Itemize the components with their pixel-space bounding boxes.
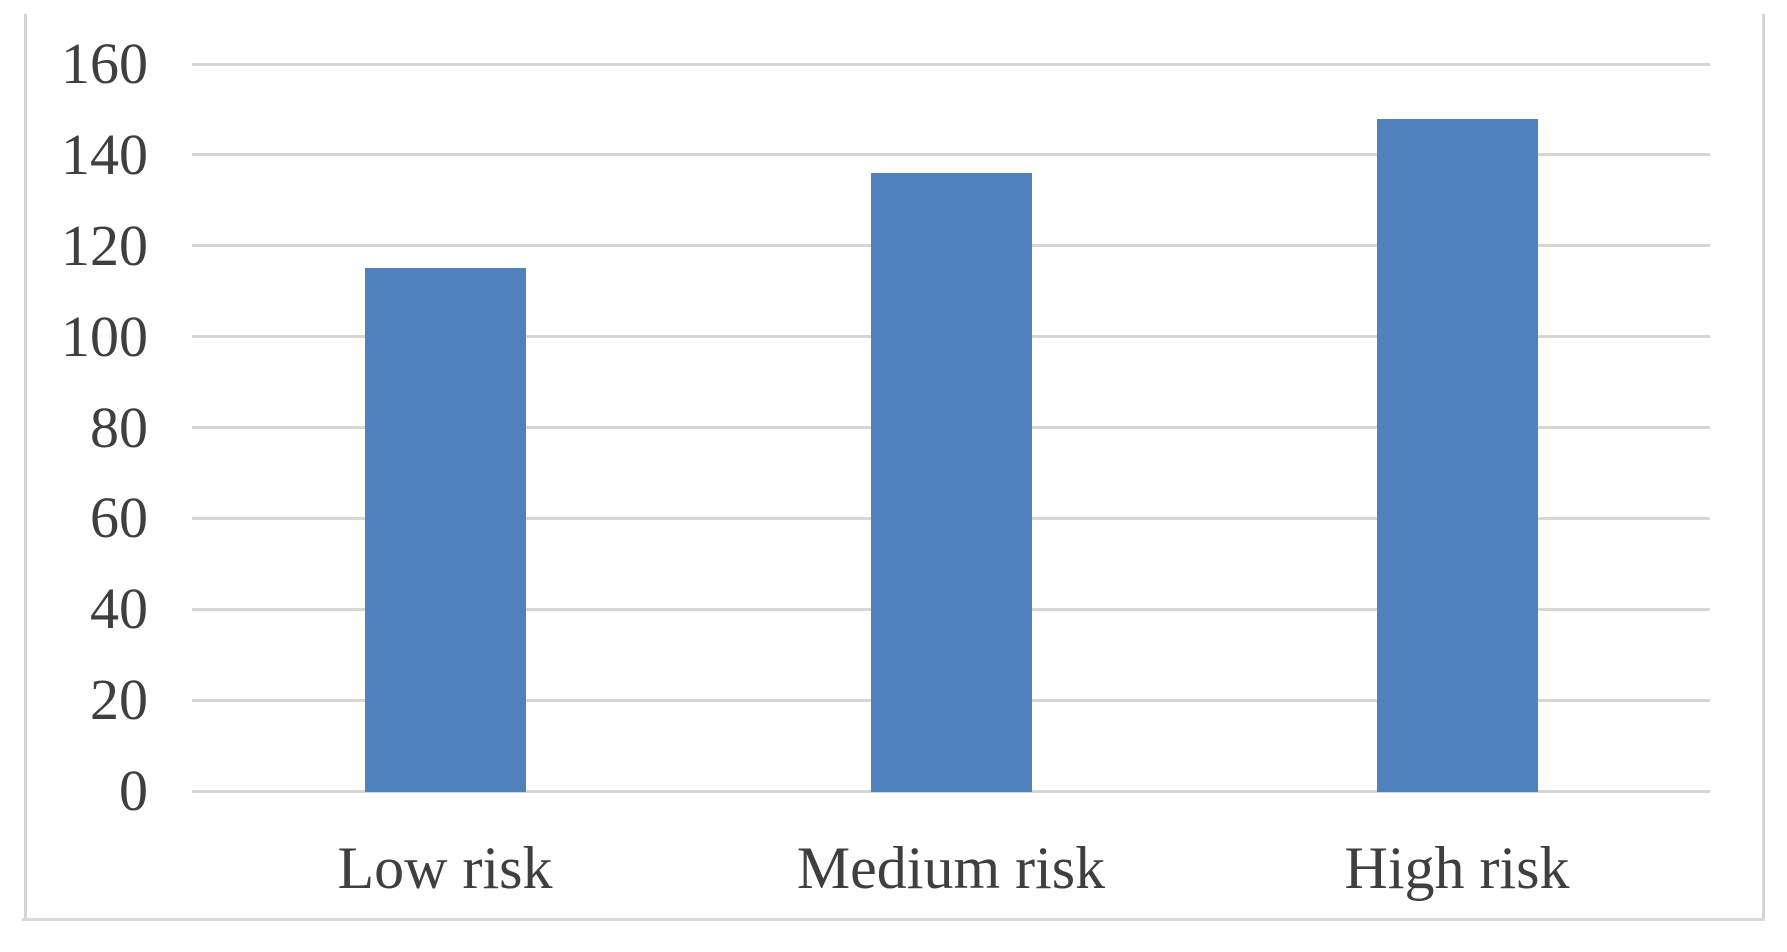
chart-border-left	[24, 14, 27, 921]
y-tick-label-60: 60	[90, 485, 148, 551]
gridline-140	[192, 153, 1710, 157]
y-tick-label-160: 160	[61, 31, 148, 96]
y-tick-label-80: 80	[90, 394, 148, 460]
gridline-160	[192, 62, 1710, 66]
y-tick-label-20: 20	[90, 667, 148, 733]
x-category-label-medium-risk: Medium risk	[796, 835, 1106, 901]
y-tick-label-140: 140	[61, 121, 148, 187]
chart-border-right	[1762, 14, 1765, 921]
y-tick-label-40: 40	[90, 576, 148, 642]
chart-border-bottom	[22, 918, 1765, 921]
bar-medium-risk	[870, 173, 1032, 792]
y-tick-label-0: 0	[119, 758, 148, 823]
bar-high-risk	[1376, 118, 1538, 792]
x-category-label-high-risk: High risk	[1344, 835, 1570, 901]
y-tick-label-120: 120	[61, 212, 148, 278]
x-category-label-low-risk: Low risk	[337, 835, 553, 901]
y-tick-label-100: 100	[61, 303, 148, 369]
bar-low-risk	[364, 268, 526, 792]
